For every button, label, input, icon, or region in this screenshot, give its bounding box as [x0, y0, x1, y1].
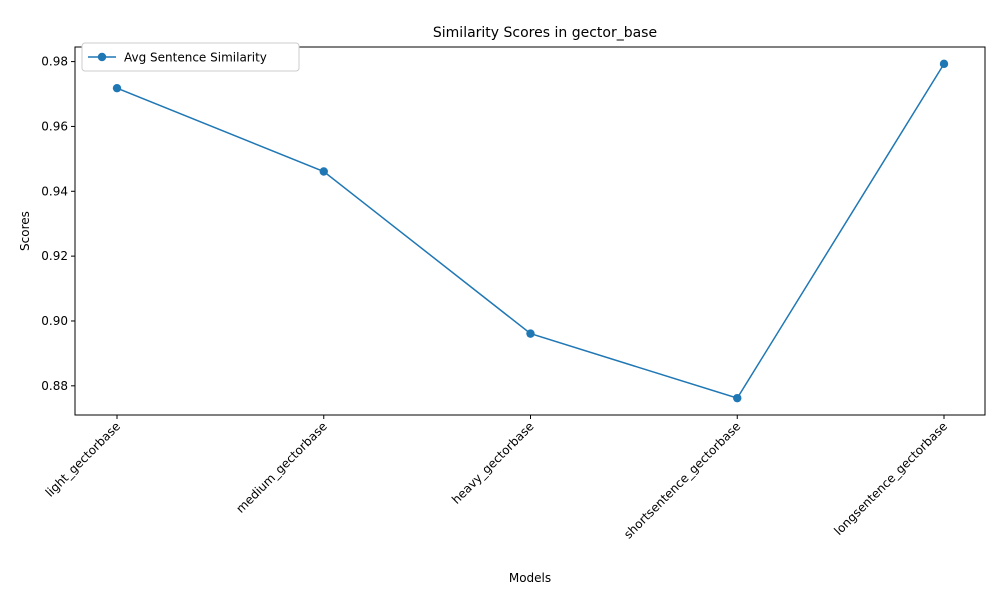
data-point	[939, 59, 949, 69]
legend-label: Avg Sentence Similarity	[124, 51, 267, 65]
data-point	[526, 329, 535, 338]
legend-marker-sample	[97, 52, 107, 62]
y-axis-label: Scores	[18, 211, 32, 251]
legend: Avg Sentence Similarity	[81, 42, 300, 72]
x-axis-label: Models	[509, 571, 551, 585]
legend-box	[81, 42, 300, 72]
y-tick-label: 0.98	[41, 55, 68, 69]
y-tick-label: 0.96	[41, 119, 68, 133]
y-tick-label: 0.94	[41, 184, 68, 198]
series-layer	[112, 59, 949, 403]
y-tick-label: 0.92	[41, 249, 68, 263]
y-axis-ticks: 0.88 0.90 0.92 0.94 0.96 0.98	[41, 55, 75, 393]
plot-frame	[74, 46, 986, 416]
y-tick-label: 0.90	[41, 314, 68, 328]
y-tick-label: 0.88	[41, 379, 68, 393]
data-point	[319, 167, 328, 176]
chart-title: Similarity Scores in gector_base	[433, 25, 657, 41]
data-point	[733, 393, 742, 403]
data-point	[112, 83, 122, 93]
